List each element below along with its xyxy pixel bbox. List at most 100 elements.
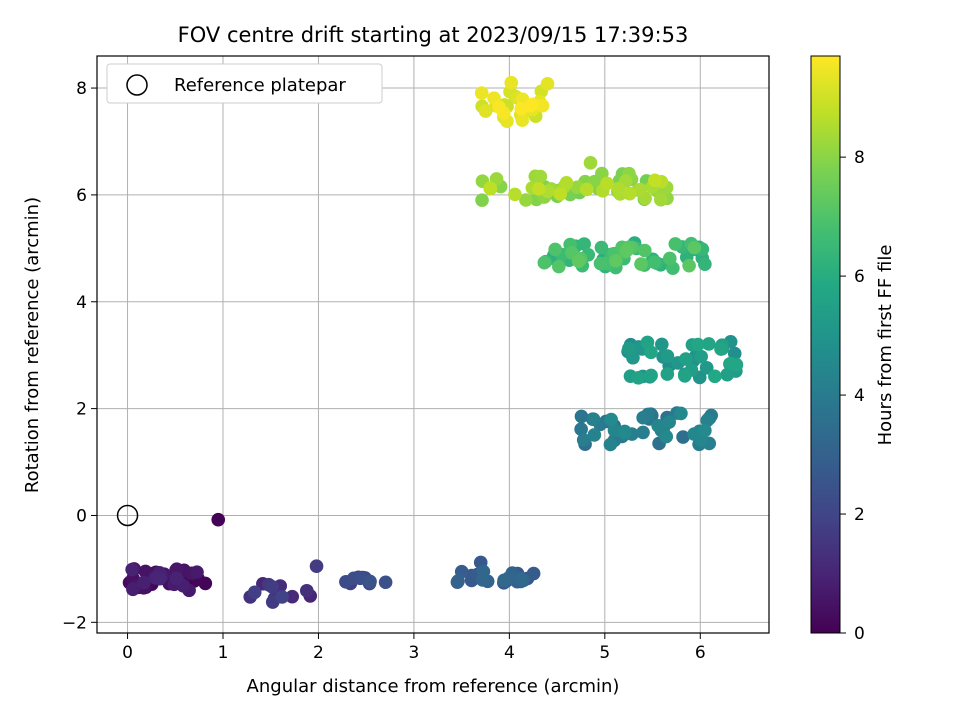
data-point <box>574 422 588 436</box>
data-point <box>644 368 658 383</box>
data-point <box>504 75 519 90</box>
data-point <box>559 176 574 190</box>
data-point <box>275 590 289 604</box>
colorbar: 0 2 4 6 8 Hours from first FF file <box>810 55 896 644</box>
data-point <box>514 102 529 116</box>
y-tick-label: 0 <box>76 506 87 526</box>
legend-box <box>106 63 383 104</box>
y-tick-label: 4 <box>76 293 87 313</box>
x-tick-label: 5 <box>599 643 610 663</box>
data-point <box>691 337 705 352</box>
data-point <box>633 182 648 197</box>
y-axis: −2 0 2 4 6 8 <box>62 79 97 633</box>
colorbar-gradient <box>810 55 841 634</box>
y-tick-label: 8 <box>76 79 87 99</box>
data-point <box>687 240 702 255</box>
data-point <box>285 589 300 604</box>
colorbar-tick-label: 4 <box>854 386 865 406</box>
data-point <box>524 98 539 113</box>
data-point <box>659 429 674 444</box>
grid <box>97 56 769 633</box>
x-tick-label: 0 <box>122 643 133 663</box>
x-tick-label: 2 <box>313 643 324 663</box>
y-tick-label: −2 <box>62 613 87 633</box>
colorbar-tick-label: 0 <box>854 624 865 644</box>
data-point <box>609 253 623 268</box>
data-point <box>594 240 609 255</box>
data-point <box>138 564 153 579</box>
y-axis-label: Rotation from reference (arcmin) <box>22 197 43 493</box>
data-point <box>508 187 522 202</box>
colorbar-tick-label: 8 <box>854 148 865 168</box>
plot-frame <box>96 55 770 634</box>
data-point <box>265 580 279 594</box>
data-point <box>638 243 652 258</box>
data-point <box>694 349 708 364</box>
legend-label: Reference platepar <box>174 75 346 96</box>
data-point <box>492 100 506 114</box>
data-point <box>668 237 683 251</box>
y-tick-label: 2 <box>76 400 87 420</box>
data-point <box>617 425 632 440</box>
data-point <box>619 244 634 258</box>
colorbar-label: Hours from first FF file <box>875 245 896 446</box>
data-point <box>687 427 701 441</box>
data-point <box>497 573 511 588</box>
colorbar-ticks: 0 2 4 6 8 <box>840 148 865 644</box>
x-tick-label: 1 <box>218 643 229 663</box>
colorbar-tick-label: 6 <box>854 267 865 287</box>
data-point <box>604 412 618 427</box>
data-point <box>655 337 669 352</box>
x-tick-label: 3 <box>408 643 419 663</box>
colorbar-tick-label: 2 <box>854 505 865 525</box>
data-point <box>714 342 728 356</box>
data-point <box>648 173 662 188</box>
data-point <box>363 574 377 589</box>
data-point <box>634 257 648 271</box>
data-point <box>553 187 568 201</box>
data-point <box>576 433 591 447</box>
data-point <box>483 181 498 196</box>
y-tick-label: 6 <box>76 186 87 206</box>
data-point <box>126 582 140 597</box>
data-point <box>699 361 714 375</box>
data-point <box>708 369 722 384</box>
data-point <box>548 242 562 257</box>
data-point <box>577 237 591 251</box>
data-point <box>622 341 636 356</box>
x-axis-label: Angular distance from reference (arcmin) <box>247 676 620 697</box>
data-point <box>571 254 586 269</box>
reference-marker <box>116 504 139 527</box>
data-point <box>678 369 692 383</box>
data-point <box>603 437 618 452</box>
data-point <box>190 565 204 580</box>
data-point <box>515 113 530 127</box>
data-point <box>662 415 676 429</box>
data-point <box>698 257 712 272</box>
data-point <box>451 574 465 588</box>
data-point <box>537 255 552 270</box>
data-point <box>378 575 393 590</box>
data-point <box>137 575 151 590</box>
data-point <box>169 571 184 586</box>
data-point <box>125 562 139 577</box>
data-point <box>540 76 555 91</box>
legend-marker <box>126 74 148 96</box>
data-point <box>153 571 167 586</box>
data-point <box>676 430 690 444</box>
data-point <box>720 367 735 382</box>
chart-title: FOV centre drift starting at 2023/09/15 … <box>178 23 689 47</box>
data-point <box>701 337 716 351</box>
data-point <box>636 410 650 425</box>
data-point <box>533 169 548 184</box>
data-point <box>654 192 668 207</box>
data-point <box>631 371 646 385</box>
x-axis: 0 1 2 3 4 5 6 <box>122 633 706 663</box>
data-point <box>587 428 602 442</box>
x-tick-label: 6 <box>695 643 706 663</box>
data-point <box>211 512 226 527</box>
data-point <box>600 176 614 191</box>
data-point <box>682 258 696 273</box>
data-point <box>583 156 598 170</box>
